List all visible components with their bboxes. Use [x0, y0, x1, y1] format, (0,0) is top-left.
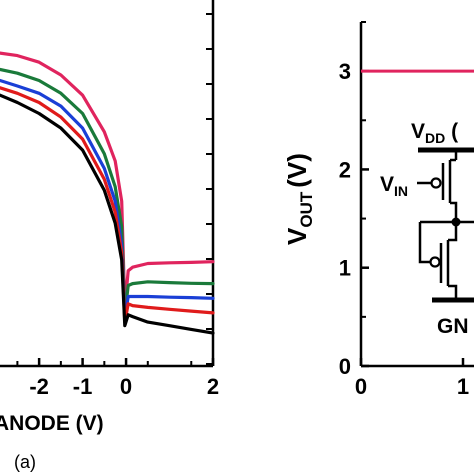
upper-transistor-source	[450, 201, 458, 222]
panel-label: (a)	[14, 452, 36, 472]
right-x-tick-label: 1	[457, 374, 469, 399]
right-x-tick-label: 0	[355, 374, 367, 399]
vin-label: VIN	[380, 173, 408, 199]
left-series-line-1	[0, 51, 215, 309]
right-chart: 0 1 2 3 0 1 VOUT(V) VDD (	[282, 21, 474, 399]
vdd-label: VDD (	[411, 120, 458, 146]
left-x-axis-label: ANODE (V)	[0, 412, 104, 435]
left-series-line-5	[0, 93, 215, 335]
right-y-axis-label: VOUT(V)	[282, 153, 316, 245]
left-series-line-2	[0, 67, 215, 317]
right-y-tick-label: 0	[339, 354, 351, 379]
right-y-tick-label: 2	[339, 157, 351, 182]
lower-transistor-drain	[448, 222, 458, 242]
left-x-tick-label: 2	[207, 374, 219, 399]
upper-transistor-gate-bubble	[430, 177, 442, 189]
lower-transistor-gate-bubble	[429, 256, 441, 268]
left-x-tick-label: -2	[29, 374, 49, 399]
left-x-tick-label: 0	[120, 374, 132, 399]
left-chart: -2 -1 0 2 ANODE (V) (a)	[0, 0, 219, 472]
left-series-line-4	[0, 86, 215, 324]
inverter-circuit-inset	[417, 147, 474, 303]
left-x-tick-label: -1	[73, 374, 93, 399]
right-y-tick-label: 1	[339, 256, 351, 281]
lower-transistor-feedback	[418, 222, 430, 264]
gnd-label: GN	[437, 315, 469, 338]
lower-transistor-source	[448, 284, 458, 300]
right-y-tick-label: 3	[339, 59, 351, 84]
